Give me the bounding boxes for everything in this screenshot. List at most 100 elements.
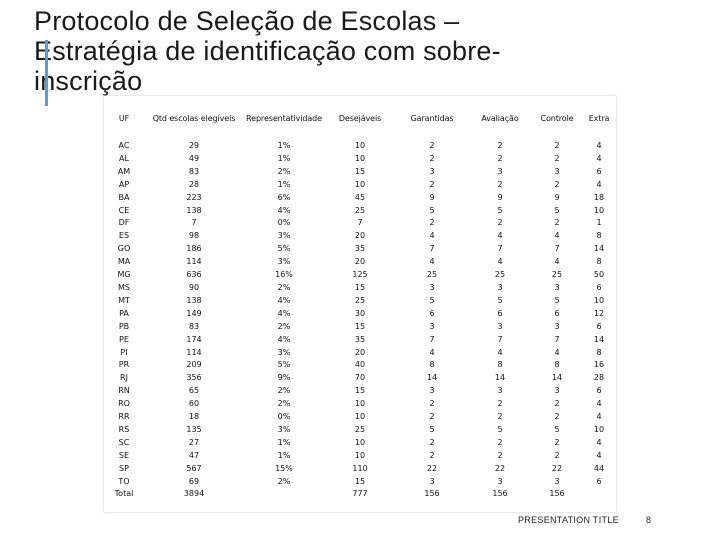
table-cell: 2 <box>429 412 435 422</box>
table-cell: 14 <box>593 334 605 344</box>
table-cell: 10 <box>354 450 366 460</box>
table-cell: 9 <box>429 192 435 202</box>
table-cell: 60 <box>188 399 200 409</box>
table-cell: 2 <box>429 399 435 409</box>
table-cell: 3 <box>497 386 503 396</box>
table-row: PA 149 4% 30 6 6 6 12 <box>104 308 616 321</box>
table-cell: 156 <box>424 489 440 499</box>
table-row: PB 83 2% 15 3 3 3 6 <box>104 321 616 334</box>
table-cell: 0% <box>277 412 291 422</box>
table-cell: BA <box>118 192 130 202</box>
table-cell: 3 <box>429 476 435 486</box>
table-cell: 15 <box>354 166 366 176</box>
table-cell: 2 <box>497 399 503 409</box>
column-header: Extra <box>588 113 610 123</box>
table-cell: CE <box>118 205 130 215</box>
table-cell: 16% <box>275 270 293 280</box>
table-cell: 5 <box>429 295 435 305</box>
table-cell: 4 <box>497 257 503 267</box>
table-cell: AM <box>117 166 131 176</box>
table-cell: 15 <box>354 476 366 486</box>
table-cell: 3 <box>554 321 560 331</box>
column-header: Garantidas <box>410 113 454 123</box>
table-cell: 14 <box>551 373 563 383</box>
table-cell: RR <box>118 412 130 422</box>
table-cell: 47 <box>188 450 200 460</box>
table-cell: 2 <box>429 179 435 189</box>
title-accent-bar <box>45 40 48 106</box>
table-cell: 5% <box>277 244 291 254</box>
table-cell: 4 <box>497 347 503 357</box>
table-cell: 567 <box>186 463 202 473</box>
table-row: AM 83 2% 15 3 3 3 6 <box>104 166 616 179</box>
table-cell: 5 <box>554 205 560 215</box>
table-cell: 149 <box>186 308 202 318</box>
table-cell: 10 <box>593 424 605 434</box>
table-cell: 6 <box>554 308 560 318</box>
table-cell: 1% <box>277 437 291 447</box>
table-row: SC 27 1% 10 2 2 2 4 <box>104 437 616 450</box>
table-row: MS 90 2% 15 3 3 3 6 <box>104 282 616 295</box>
table-cell: 135 <box>186 424 202 434</box>
table-cell <box>582 488 616 501</box>
table-cell: 4 <box>596 153 602 163</box>
table-row: CE 138 4% 25 5 5 5 10 <box>104 205 616 218</box>
table-cell: MG <box>117 270 131 280</box>
column-header: Qtd escolas elegíveis <box>152 113 236 123</box>
table-cell: 18 <box>593 192 605 202</box>
table-cell: 4 <box>429 231 435 241</box>
table-cell: 777 <box>352 489 368 499</box>
table-row: MG 636 16% 125 25 25 25 50 <box>104 269 616 282</box>
table-row: DF 7 0% 7 2 2 2 1 <box>104 217 616 230</box>
table-cell: 10 <box>354 179 366 189</box>
table-cell: 7 <box>429 334 435 344</box>
table-cell: 2 <box>554 179 560 189</box>
table-cell: 138 <box>186 205 202 215</box>
table-cell: 4 <box>596 437 602 447</box>
table-cell: 356 <box>186 373 202 383</box>
table-cell: 3% <box>277 424 291 434</box>
table-cell: 2% <box>277 282 291 292</box>
table-cell: 2% <box>277 321 291 331</box>
table-cell: 9 <box>497 192 503 202</box>
table-row: RO 60 2% 10 2 2 2 4 <box>104 398 616 411</box>
table-cell: PB <box>118 321 130 331</box>
table-cell: 27 <box>188 437 200 447</box>
slide-title: Protocolo de Seleção de Escolas – Estrat… <box>34 6 694 96</box>
table-cell: 0% <box>277 218 291 228</box>
table-cell: 44 <box>593 463 605 473</box>
school-selection-table: UF Qtd escolas elegíveis Representatividad… <box>104 96 616 512</box>
table-cell: 114 <box>186 257 202 267</box>
table-body: AC 29 1% 10 2 2 2 4 AL 49 1% 10 2 2 2 4 AM 83 2% 15 3 3 3 6 AP 28… <box>104 140 616 501</box>
table-cell: 8 <box>497 360 503 370</box>
table-cell: 4 <box>497 231 503 241</box>
table-cell: 35 <box>354 334 366 344</box>
table-cell: ES <box>118 231 130 241</box>
table-cell: 6 <box>497 308 503 318</box>
table-row: MT 138 4% 25 5 5 5 10 <box>104 295 616 308</box>
table-cell: 69 <box>188 476 200 486</box>
column-header: UF <box>118 113 130 123</box>
table-cell: 8 <box>596 231 602 241</box>
table-cell: 10 <box>354 399 366 409</box>
table-cell: SP <box>119 463 129 473</box>
table-cell: 6 <box>596 321 602 331</box>
table-cell: 4 <box>596 399 602 409</box>
table-cell: 10 <box>354 437 366 447</box>
table-cell: 2% <box>277 399 291 409</box>
table-cell: 40 <box>354 360 366 370</box>
table-cell: 6 <box>596 166 602 176</box>
table-cell: 6% <box>277 192 291 202</box>
table-cell: 2 <box>429 153 435 163</box>
table-cell: 3 <box>429 166 435 176</box>
table-cell: 4% <box>277 334 291 344</box>
table-row: Total 3894 777 156 156 156 <box>104 488 616 501</box>
table-cell: 5 <box>497 424 503 434</box>
table-cell: 90 <box>188 282 200 292</box>
table-cell: PR <box>118 360 130 370</box>
column-header: Avaliação <box>481 113 519 123</box>
table-row: GO 186 5% 35 7 7 7 14 <box>104 243 616 256</box>
table-cell: 1% <box>277 450 291 460</box>
table-cell: 49 <box>188 153 200 163</box>
table-cell: 3 <box>429 386 435 396</box>
